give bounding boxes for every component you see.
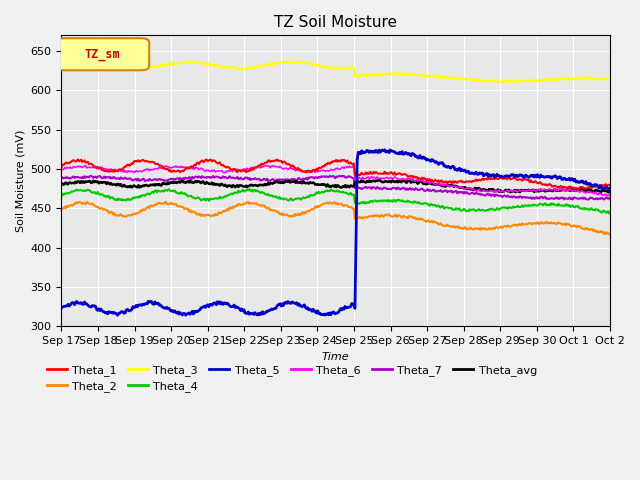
Line: Theta_avg: Theta_avg	[61, 180, 610, 192]
Theta_4	[58, 193, 65, 199]
Theta_2	[319, 201, 327, 207]
Theta_avg	[605, 190, 613, 195]
Theta_4	[246, 186, 253, 192]
Y-axis label: Soil Moisture (mV): Soil Moisture (mV)	[15, 130, 25, 232]
Theta_7	[385, 186, 393, 192]
Theta_7	[338, 173, 346, 179]
Line: Theta_5: Theta_5	[61, 150, 610, 315]
Theta_avg	[606, 188, 614, 193]
Theta_6	[594, 192, 602, 198]
Theta_7	[595, 196, 603, 202]
Theta_2	[323, 200, 330, 206]
Theta_2	[606, 232, 614, 238]
Theta_3	[319, 64, 327, 70]
Legend: Theta_1, Theta_2, Theta_3, Theta_4, Theta_5, Theta_6, Theta_7, Theta_avg: Theta_1, Theta_2, Theta_3, Theta_4, Thet…	[42, 360, 541, 396]
Theta_avg	[318, 181, 326, 187]
Theta_1	[319, 163, 327, 169]
Line: Theta_2: Theta_2	[61, 202, 610, 235]
Theta_4	[605, 211, 613, 216]
X-axis label: Time: Time	[322, 352, 349, 362]
Line: Theta_3: Theta_3	[61, 61, 610, 82]
Theta_6	[603, 193, 611, 199]
Theta_6	[58, 167, 65, 173]
Theta_3	[595, 77, 603, 83]
Theta_1	[74, 156, 82, 162]
Theta_2	[356, 214, 364, 220]
Theta_3	[509, 79, 517, 85]
Theta_avg	[355, 179, 362, 184]
Theta_3	[58, 63, 65, 69]
Theta_avg	[321, 182, 329, 188]
Theta_4	[606, 209, 614, 215]
Theta_6	[385, 176, 393, 182]
Line: Theta_6: Theta_6	[61, 166, 610, 196]
Theta_7	[321, 174, 329, 180]
Theta_avg	[358, 178, 365, 183]
Theta_4	[594, 206, 602, 212]
Theta_6	[323, 168, 330, 173]
Theta_5	[323, 311, 330, 317]
Theta_1	[606, 182, 614, 188]
Theta_2	[58, 205, 65, 211]
Theta_7	[58, 176, 65, 181]
Title: TZ Soil Moisture: TZ Soil Moisture	[274, 15, 397, 30]
Theta_4	[385, 199, 393, 204]
Theta_2	[508, 223, 516, 228]
Theta_3	[356, 73, 364, 79]
Theta_5	[356, 150, 364, 156]
Theta_1	[595, 183, 603, 189]
Theta_1	[58, 164, 65, 170]
Line: Theta_1: Theta_1	[61, 159, 610, 189]
Theta_avg	[58, 181, 65, 187]
Theta_3	[284, 58, 292, 64]
Line: Theta_4: Theta_4	[61, 189, 610, 214]
Theta_6	[319, 168, 327, 173]
Theta_5	[387, 147, 394, 153]
Theta_3	[323, 65, 330, 71]
Theta_1	[385, 171, 393, 177]
Line: Theta_7: Theta_7	[61, 176, 610, 200]
Theta_4	[319, 190, 327, 195]
Theta_7	[356, 185, 364, 191]
Theta_1	[356, 172, 364, 178]
Theta_3	[385, 72, 393, 77]
Theta_3	[502, 79, 509, 85]
Theta_2	[385, 212, 393, 217]
Theta_2	[594, 228, 602, 234]
Theta_7	[606, 196, 614, 202]
Theta_4	[508, 205, 516, 211]
Theta_3	[606, 76, 614, 82]
Theta_7	[569, 197, 577, 203]
Theta_6	[356, 175, 364, 180]
Theta_5	[114, 312, 122, 318]
Theta_5	[509, 172, 517, 178]
Theta_7	[508, 194, 516, 200]
Theta_6	[606, 193, 614, 199]
Theta_6	[508, 189, 516, 194]
FancyBboxPatch shape	[56, 38, 149, 70]
Theta_5	[595, 185, 603, 191]
Theta_1	[508, 176, 516, 181]
Theta_1	[574, 186, 582, 192]
Text: TZ_sm: TZ_sm	[84, 48, 120, 61]
Theta_1	[323, 162, 330, 168]
Theta_4	[356, 201, 364, 207]
Theta_4	[323, 188, 330, 194]
Theta_7	[318, 174, 326, 180]
Theta_5	[381, 147, 388, 153]
Theta_2	[162, 199, 170, 205]
Theta_5	[319, 312, 327, 318]
Theta_avg	[385, 179, 393, 184]
Theta_6	[262, 163, 269, 168]
Theta_avg	[508, 188, 516, 194]
Theta_5	[58, 305, 65, 311]
Theta_5	[606, 185, 614, 191]
Theta_avg	[594, 188, 602, 194]
